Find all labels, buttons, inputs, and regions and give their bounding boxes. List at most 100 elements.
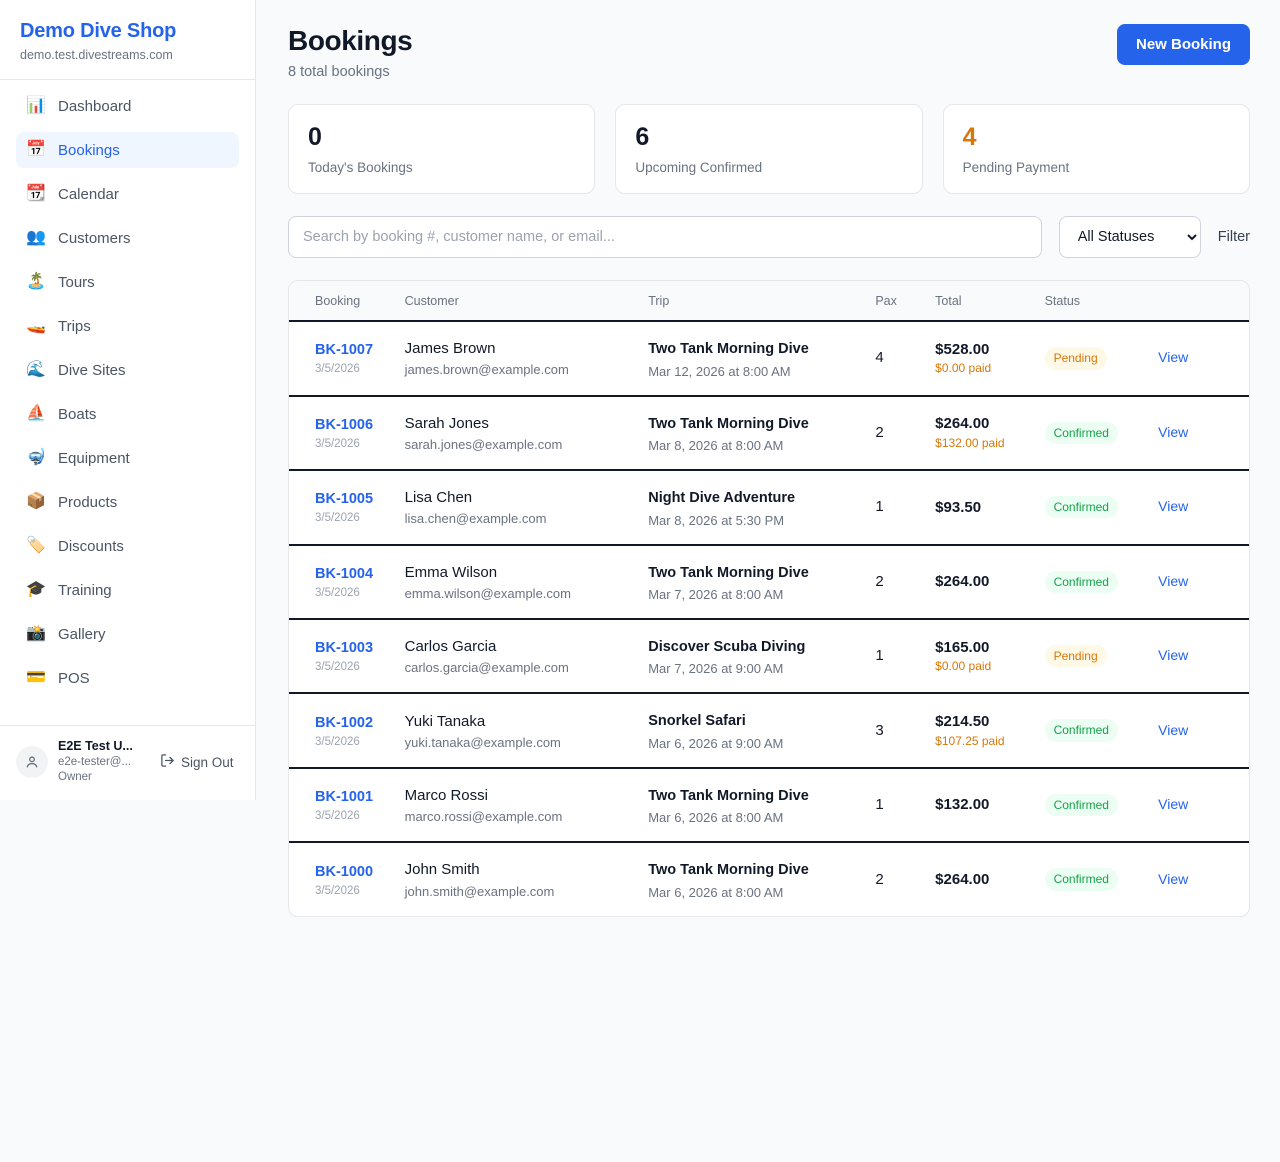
sidebar-item-label: Discounts <box>58 537 124 555</box>
table-row[interactable]: BK-1005 3/5/2026 Lisa Chen lisa.chen@exampl… <box>289 470 1249 546</box>
sidebar-item-label: Gallery <box>58 625 106 643</box>
wave-icon: 🌊 <box>26 361 46 379</box>
sidebar-item-pos[interactable]: 💳 POS <box>16 660 239 696</box>
speedboat-icon: 🚤 <box>26 317 46 335</box>
table-row[interactable]: BK-1002 3/5/2026 Yuki Tanaka yuki.tanaka@ex… <box>289 693 1249 769</box>
booking-id-link[interactable]: BK-1000 <box>315 863 374 880</box>
trip-name: Two Tank Morning Dive <box>648 862 809 879</box>
status-badge: Confirmed <box>1044 421 1118 444</box>
bookings-table: Booking Customer Trip Pax Total Status B… <box>289 281 1249 916</box>
view-link[interactable]: View <box>1158 721 1189 738</box>
sign-out-icon <box>160 753 175 771</box>
cell-total: $214.50 $107.25 paid <box>935 693 1045 769</box>
booking-id-link[interactable]: BK-1002 <box>315 714 374 731</box>
sidebar-item-label: Boats <box>58 405 97 423</box>
search-input[interactable] <box>288 216 1042 259</box>
customer-name: Carlos Garcia <box>404 638 497 656</box>
status-badge: Pending <box>1044 347 1107 370</box>
table-header-row: Booking Customer Trip Pax Total Status <box>289 281 1249 323</box>
view-link[interactable]: View <box>1158 796 1189 813</box>
view-link[interactable]: View <box>1158 870 1189 887</box>
sidebar-item-trips[interactable]: 🚤 Trips <box>16 308 239 344</box>
sidebar-item-dashboard[interactable]: 📊 Dashboard <box>16 88 239 124</box>
cell-booking: BK-1007 3/5/2026 <box>289 321 405 397</box>
stat-value: 6 <box>635 122 650 151</box>
bar-chart-icon: 📊 <box>26 97 46 115</box>
filter-button[interactable]: Filter <box>1217 229 1250 246</box>
customer-email: james.brown@example.com <box>404 362 569 378</box>
sidebar-item-label: Trips <box>58 317 91 335</box>
sidebar-item-tours[interactable]: 🏝️ Tours <box>16 264 239 300</box>
stat-value: 0 <box>308 122 322 151</box>
total-amount: $93.50 <box>935 498 982 516</box>
booking-id-link[interactable]: BK-1003 <box>315 640 374 657</box>
status-badge: Confirmed <box>1044 570 1118 593</box>
cell-trip: Two Tank Morning Dive Mar 12, 2026 at 8:0… <box>648 321 876 397</box>
booking-id-link[interactable]: BK-1006 <box>315 416 374 433</box>
new-booking-button[interactable]: New Booking <box>1116 24 1250 65</box>
sign-out-button[interactable]: Sign Out <box>160 753 234 771</box>
trip-name: Two Tank Morning Dive <box>648 415 809 432</box>
sidebar-item-boats[interactable]: ⛵ Boats <box>16 396 239 432</box>
booking-id-link[interactable]: BK-1001 <box>315 789 374 806</box>
sidebar-item-customers[interactable]: 👥 Customers <box>16 220 239 256</box>
table-row[interactable]: BK-1003 3/5/2026 Carlos Garcia carlos.garci… <box>289 618 1249 695</box>
sidebar: Demo Dive Shop demo.test.divestreams.com… <box>0 0 256 800</box>
sidebar-item-label: Training <box>58 581 112 599</box>
sidebar-item-label: POS <box>58 669 90 687</box>
total-amount: $264.00 <box>935 870 990 888</box>
sidebar-item-dive-sites[interactable]: 🌊 Dive Sites <box>16 352 239 388</box>
sidebar-item-bookings[interactable]: 📅 Bookings <box>16 132 239 169</box>
booking-id-link[interactable]: BK-1007 <box>315 342 374 359</box>
column-header-trip: Trip <box>648 281 876 323</box>
trip-name: Discover Scuba Diving <box>648 638 806 655</box>
view-link[interactable]: View <box>1158 423 1189 440</box>
view-link[interactable]: View <box>1158 647 1189 664</box>
view-link[interactable]: View <box>1158 498 1189 515</box>
pax-count: 2 <box>875 572 884 590</box>
table-row[interactable]: BK-1004 3/5/2026 Emma Wilson emma.wilson@ex… <box>289 544 1249 620</box>
table-row[interactable]: BK-1000 3/5/2026 John Smith john.smith@exam… <box>289 842 1249 915</box>
table-row[interactable]: BK-1007 3/5/2026 James Brown james.brown@ex… <box>289 321 1249 397</box>
status-badge: Confirmed <box>1044 868 1118 891</box>
cell-booking: BK-1006 3/5/2026 <box>289 395 405 472</box>
sidebar-item-label: Bookings <box>58 141 120 159</box>
cell-actions: View <box>1158 618 1249 695</box>
tag-icon: 🏷️ <box>26 537 46 555</box>
cell-actions: View <box>1158 321 1249 397</box>
cell-status: Confirmed <box>1044 842 1159 915</box>
status-filter-select[interactable]: All Statuses <box>1058 216 1201 259</box>
stat-card: 6 Upcoming Confirmed <box>615 103 923 195</box>
cell-total: $165.00 $0.00 paid <box>935 618 1045 695</box>
sidebar-item-gallery[interactable]: 📸 Gallery <box>16 616 239 652</box>
view-link[interactable]: View <box>1158 349 1189 366</box>
table-head: Booking Customer Trip Pax Total Status <box>289 281 1249 323</box>
pax-count: 1 <box>875 498 884 516</box>
table-body: BK-1007 3/5/2026 James Brown james.brown@ex… <box>289 321 1249 916</box>
page-subtitle: 8 total bookings <box>288 63 390 80</box>
sidebar-item-calendar[interactable]: 📆 Calendar <box>16 176 239 212</box>
credit-card-icon: 💳 <box>26 669 46 687</box>
sidebar-item-discounts[interactable]: 🏷️ Discounts <box>16 528 239 564</box>
table-row[interactable]: BK-1001 3/5/2026 Marco Rossi marco.rossi@ex… <box>289 767 1249 844</box>
customer-email: marco.rossi@example.com <box>404 809 563 825</box>
booking-id-link[interactable]: BK-1004 <box>315 565 374 582</box>
booking-date: 3/5/2026 <box>315 512 360 525</box>
booking-id-link[interactable]: BK-1005 <box>315 491 374 508</box>
column-header-actions <box>1158 281 1249 323</box>
trip-datetime: Mar 6, 2026 at 9:00 AM <box>648 735 784 751</box>
cell-total: $93.50 <box>935 470 1045 546</box>
cell-status: Confirmed <box>1044 470 1159 546</box>
view-link[interactable]: View <box>1158 572 1189 589</box>
sidebar-item-products[interactable]: 📦 Products <box>16 484 239 520</box>
customer-name: James Brown <box>404 340 496 358</box>
sidebar-item-equipment[interactable]: 🤿 Equipment <box>16 440 239 476</box>
cell-actions: View <box>1158 767 1249 844</box>
column-header-total: Total <box>935 281 1045 323</box>
pax-count: 2 <box>875 423 884 441</box>
sidebar-item-training[interactable]: 🎓 Training <box>16 572 239 608</box>
sidebar-nav: 📊 Dashboard 📅 Bookings 📆 Calendar 👥 Customers 🏝️… <box>0 80 255 725</box>
customer-name: Yuki Tanaka <box>404 712 486 730</box>
table-row[interactable]: BK-1006 3/5/2026 Sarah Jones sarah.jones@ex… <box>289 395 1249 472</box>
brand-name: Demo Dive Shop <box>20 20 177 42</box>
